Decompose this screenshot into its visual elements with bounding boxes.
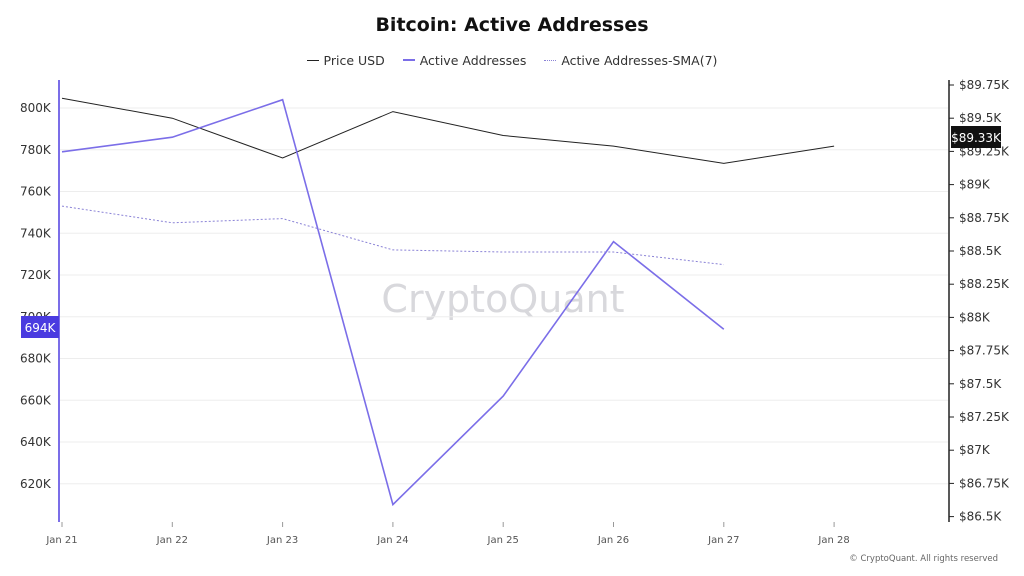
- left-tick-label: 660K: [20, 393, 52, 407]
- series-layer: [61, 97, 835, 507]
- right-tick-label: $87K: [959, 443, 991, 457]
- x-tick-label: Jan 25: [487, 535, 519, 546]
- legend-swatch-price: [306, 60, 319, 61]
- legend-label-sma: Active Addresses-SMA(7): [561, 53, 718, 68]
- right-tick-label: $88.75K: [959, 211, 1010, 225]
- x-axis-ticks: Jan 21 Jan 22 Jan 23 Jan 24 Jan 25 Jan 26 Jan …: [45, 522, 850, 546]
- right-tick-label: $89.75K: [959, 78, 1010, 92]
- right-tick-label: $89.5K: [959, 111, 1002, 125]
- copyright-footer: © CryptoQuant. All rights reserved: [849, 554, 998, 564]
- right-tick-label: $87.5K: [959, 377, 1002, 391]
- x-tick-label: Jan 27: [707, 535, 739, 546]
- legend-item-active-addresses[interactable]: Active Addresses: [402, 52, 527, 68]
- legend-swatch-active-addresses: [402, 59, 415, 61]
- last-value-right: $89.33K: [951, 126, 1002, 148]
- right-tick-label: $86.75K: [959, 476, 1010, 490]
- legend-label-active-addresses: Active Addresses: [419, 52, 527, 68]
- legend-item-price[interactable]: Price USD: [306, 53, 385, 68]
- last-value-right-text: $89.33K: [951, 131, 1002, 145]
- grid-lines: [60, 107, 948, 485]
- left-tick-label: 740K: [20, 226, 52, 240]
- x-tick-label: Jan 26: [597, 535, 629, 546]
- right-tick-label: $86.5K: [959, 510, 1002, 524]
- left-tick-label: 760K: [20, 185, 52, 199]
- left-axis-ticks: 620K640K660K680K700K720K740K760K780K800K: [20, 101, 52, 491]
- chart-legend: Price USD Active Addresses Active Addres…: [0, 49, 1024, 68]
- legend-label-price: Price USD: [323, 53, 385, 68]
- x-tick-label: Jan 21: [45, 535, 77, 546]
- series-line-price-usd: [61, 97, 835, 164]
- left-tick-label: 720K: [20, 268, 52, 282]
- x-tick-label: Jan 24: [376, 535, 408, 546]
- x-tick-label: Jan 28: [817, 535, 849, 546]
- x-tick-label: Jan 23: [266, 535, 298, 546]
- right-tick-label: $88.5K: [959, 244, 1002, 258]
- watermark: CryptoQuant: [381, 277, 624, 321]
- right-tick-label: $87.75K: [959, 344, 1010, 358]
- last-value-left-text: 694K: [25, 321, 57, 335]
- right-tick-label: $87.25K: [959, 410, 1010, 424]
- right-tick-label: $89K: [959, 178, 991, 192]
- legend-swatch-sma: [544, 60, 557, 61]
- right-tick-label: $88K: [959, 310, 991, 324]
- legend-item-sma[interactable]: Active Addresses-SMA(7): [544, 53, 717, 68]
- left-tick-label: 800K: [20, 101, 52, 115]
- chart-title: Bitcoin: Active Addresses: [375, 14, 649, 36]
- left-tick-label: 640K: [20, 435, 52, 449]
- left-tick-label: 680K: [20, 352, 52, 366]
- x-tick-label: Jan 22: [156, 535, 188, 546]
- series-line-active-addresses: [61, 98, 725, 507]
- left-tick-label: 780K: [20, 143, 52, 157]
- last-value-left: 694K: [21, 316, 59, 338]
- right-tick-label: $88.25K: [959, 277, 1010, 291]
- last-value-left-box: [21, 316, 59, 338]
- right-axis-ticks: $86.5K $86.75K $87K $87.25K $87.5K $87.75K $88…: [949, 78, 1010, 524]
- series-line-active-addresses-sma-7: [61, 205, 724, 266]
- last-value-right-box: [951, 126, 1001, 148]
- left-tick-label: 620K: [20, 477, 52, 491]
